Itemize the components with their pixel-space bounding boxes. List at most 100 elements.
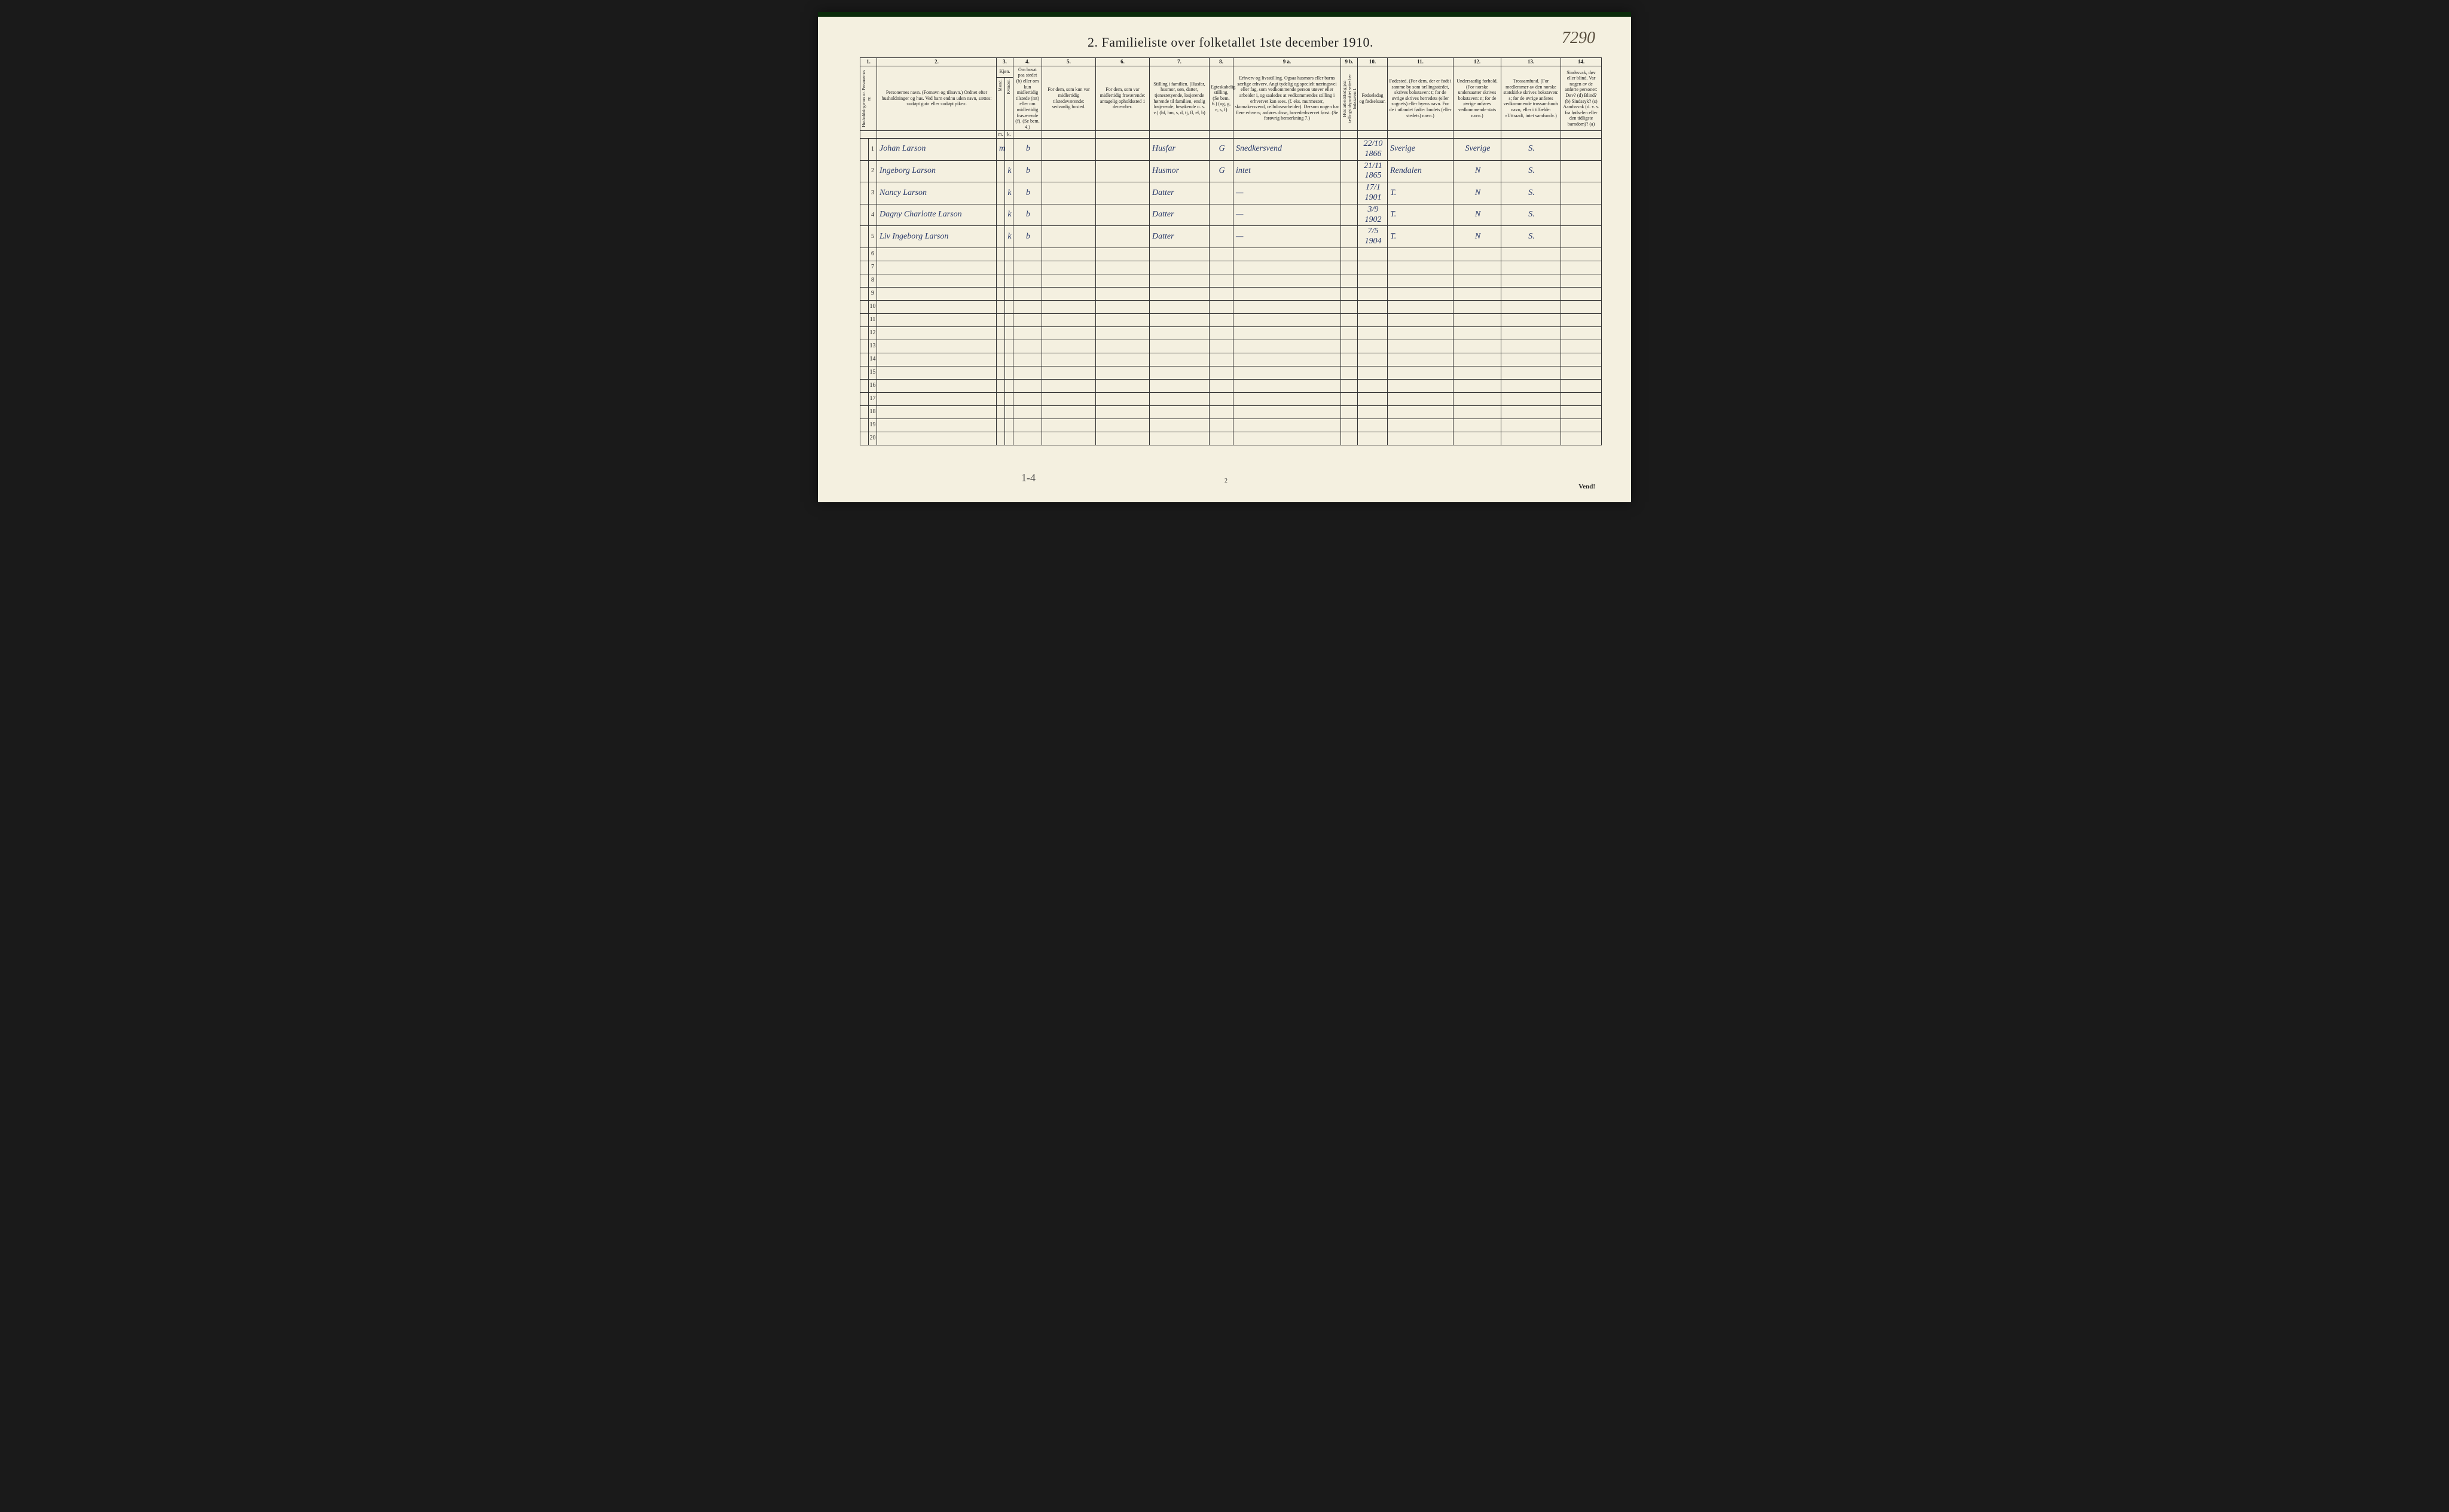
cell-empty (1210, 379, 1233, 392)
household-nr (860, 138, 869, 160)
blank (1210, 131, 1233, 139)
household-nr (860, 419, 869, 432)
cell-empty (1210, 392, 1233, 405)
cell-position: Datter (1150, 182, 1210, 204)
household-nr (860, 326, 869, 340)
cell-empty (1453, 366, 1501, 379)
cell-empty (1005, 340, 1013, 353)
blank (860, 131, 877, 139)
cell-occupation: — (1233, 226, 1341, 248)
cell-empty (1358, 326, 1388, 340)
cell-empty (1358, 392, 1388, 405)
cell-nationality: N (1453, 226, 1501, 248)
footer-annotation: 1-4 (1021, 472, 1036, 484)
cell-empty (1042, 326, 1096, 340)
cell-empty (997, 353, 1005, 366)
cell-sex-k: k (1005, 204, 1013, 226)
cell-empty (1453, 432, 1501, 445)
cell-empty (1388, 248, 1453, 261)
cell-empty (1501, 261, 1561, 274)
person-nr: 15 (869, 366, 877, 379)
cell-empty (1005, 366, 1013, 379)
cell-temp-absent (1096, 160, 1150, 182)
cell-empty (1233, 248, 1341, 261)
cell-birthplace: Rendalen (1388, 160, 1453, 182)
cell-empty (997, 248, 1005, 261)
cell-empty (1388, 366, 1453, 379)
person-nr: 18 (869, 405, 877, 419)
cell-empty (1096, 274, 1150, 287)
cell-empty (1388, 432, 1453, 445)
household-nr (860, 353, 869, 366)
cell-empty (1005, 392, 1013, 405)
cell-sex-m (997, 160, 1005, 182)
person-nr: 4 (869, 204, 877, 226)
cell-empty (997, 405, 1005, 419)
cell-name: Liv Ingeborg Larson (877, 226, 997, 248)
cell-name: Dagny Charlotte Larson (877, 204, 997, 226)
cell-empty (877, 248, 997, 261)
colnum-12: 12. (1453, 58, 1501, 66)
cell-empty (1042, 340, 1096, 353)
cell-empty (1096, 432, 1150, 445)
cell-marital (1210, 204, 1233, 226)
cell-empty (1210, 300, 1233, 313)
table-head: 1. 2. 3. 4. 5. 6. 7. 8. 9 a. 9 b. 10. 11… (860, 58, 1602, 139)
cell-empty (997, 419, 1005, 432)
hdr-c9b: Hvis arbeidsledig paa tællingstidspunkte… (1341, 66, 1358, 131)
cell-empty (1096, 405, 1150, 419)
cell-empty (1388, 340, 1453, 353)
cell-empty (1358, 340, 1388, 353)
column-number-row: 1. 2. 3. 4. 5. 6. 7. 8. 9 a. 9 b. 10. 11… (860, 58, 1602, 66)
cell-empty (1013, 313, 1042, 326)
cell-name: Nancy Larson (877, 182, 997, 204)
hdr-c10: Fødselsdag og fødselsaar. (1358, 66, 1388, 131)
cell-empty (1341, 379, 1358, 392)
cell-empty (997, 340, 1005, 353)
hdr-c8: Egteskabelig stilling. (Se bem. 6.) (ug,… (1210, 66, 1233, 131)
household-nr (860, 261, 869, 274)
cell-residence: b (1013, 182, 1042, 204)
cell-empty (1358, 287, 1388, 300)
colnum-10: 10. (1358, 58, 1388, 66)
cell-empty (1005, 326, 1013, 340)
colnum-5: 5. (1042, 58, 1096, 66)
cell-empty (1096, 261, 1150, 274)
cell-empty (1501, 300, 1561, 313)
cell-empty (1042, 405, 1096, 419)
table-row: 19 (860, 419, 1602, 432)
cell-marital (1210, 226, 1233, 248)
hdr-c9a: Erhverv og livsstilling. Ogsaa husmors e… (1233, 66, 1341, 131)
cell-empty (877, 379, 997, 392)
household-nr (860, 313, 869, 326)
cell-religion: S. (1501, 204, 1561, 226)
cell-dob: 21/11 1865 (1358, 160, 1388, 182)
hdr-c4: Om bosat paa stedet (b) eller om kun mid… (1013, 66, 1042, 131)
cell-temp-present (1042, 160, 1096, 182)
cell-empty (1358, 379, 1388, 392)
table-row: 16 (860, 379, 1602, 392)
cell-empty (1096, 248, 1150, 261)
cell-empty (1501, 274, 1561, 287)
hdr-c5: For dem, som kun var midlertidig tilsted… (1042, 66, 1096, 131)
table-row: 6 (860, 248, 1602, 261)
cell-empty (1453, 392, 1501, 405)
cell-empty (1453, 405, 1501, 419)
cell-empty (1013, 379, 1042, 392)
cell-empty (1150, 379, 1210, 392)
cell-empty (1096, 353, 1150, 366)
blank (1013, 131, 1042, 139)
cell-empty (1388, 287, 1453, 300)
cell-empty (1388, 392, 1453, 405)
cell-empty (1042, 379, 1096, 392)
cell-empty (1561, 353, 1602, 366)
cell-empty (997, 326, 1005, 340)
cell-position: Datter (1150, 204, 1210, 226)
cell-empty (1042, 366, 1096, 379)
cell-sex-m (997, 204, 1005, 226)
hdr-c11: Fødested. (For dem, der er født i samme … (1388, 66, 1453, 131)
cell-empty (1013, 261, 1042, 274)
cell-unemployed (1341, 160, 1358, 182)
table-row: 18 (860, 405, 1602, 419)
blank (1341, 131, 1358, 139)
